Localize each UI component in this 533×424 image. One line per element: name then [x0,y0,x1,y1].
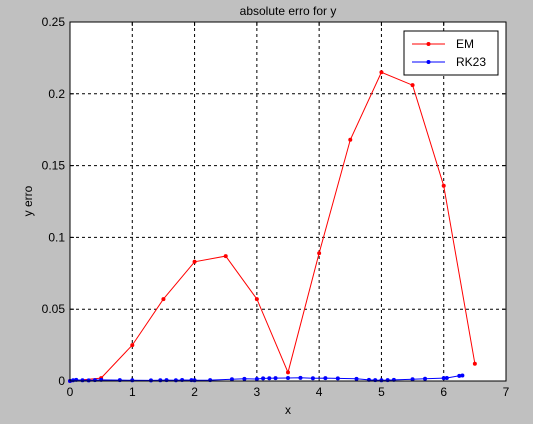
y-tick-label: 0.1 [48,230,65,244]
data-point-rk23 [130,378,135,383]
x-axis-label: x [285,403,291,417]
x-tick-label: 0 [67,385,74,399]
x-tick-label: 3 [254,385,261,399]
data-point-rk23 [460,373,465,378]
series-line-rk23 [69,375,463,382]
data-point-rk23 [457,373,462,378]
data-point-em [161,297,166,302]
y-tick-label: 0 [58,374,65,388]
data-point-rk23 [80,378,85,383]
y-tick-label: 0.25 [42,15,66,29]
data-point-rk23 [254,376,259,381]
series-layer [68,70,477,383]
x-tick-label: 4 [316,385,323,399]
data-point-em [223,254,228,259]
y-tick-labels: 0 0.05 0.1 0.15 0.2 0.25 [42,15,66,388]
legend-label-rk23: RK23 [456,55,486,69]
data-point-em [192,259,197,264]
y-axis-label: y erro [21,185,35,216]
legend: EM RK23 [403,30,499,76]
data-point-rk23 [423,376,428,381]
series-line-em [69,71,476,382]
y-tick-label: 0.2 [48,87,65,101]
legend-label-em: EM [456,37,474,51]
data-point-rk23 [148,378,153,383]
data-point-rk23 [444,375,449,380]
data-point-rk23 [373,378,378,383]
data-point-rk23 [310,376,315,381]
legend-marker-rk23 [426,60,431,64]
data-point-rk23 [273,376,278,381]
data-point-em [317,251,322,256]
data-point-rk23 [379,378,384,383]
y-tick-label: 0.05 [42,302,66,316]
plot-frame [69,21,507,382]
data-point-rk23 [410,377,415,382]
data-point-rk23 [385,378,390,383]
data-point-rk23 [323,376,328,381]
data-point-rk23 [208,378,213,383]
data-point-rk23 [335,376,340,381]
data-point-rk23 [117,378,122,383]
data-point-em [472,361,477,366]
data-point-rk23 [158,378,163,383]
data-point-rk23 [441,376,446,381]
plot-area [70,22,506,381]
x-tick-labels: 0 1 2 3 4 5 6 7 [67,385,510,399]
x-tick-label: 6 [440,385,447,399]
data-point-em [254,297,259,302]
data-point-rk23 [354,376,359,381]
y-tick-label: 0.15 [42,159,66,173]
x-tick-label: 5 [378,385,385,399]
data-point-rk23 [286,375,290,380]
x-tick-label: 2 [191,385,198,399]
data-point-rk23 [267,376,272,381]
legend-marker-em [426,42,431,46]
legend-box [403,30,499,76]
x-tick-label: 1 [129,385,136,399]
data-point-rk23 [298,375,303,380]
data-point-rk23 [92,378,97,383]
data-point-em [379,70,384,75]
data-point-em [286,370,290,375]
chart-title: absolute erro for y [240,4,337,18]
data-point-rk23 [261,376,266,381]
data-point-em [130,343,135,348]
data-point-rk23 [86,378,91,383]
data-point-rk23 [164,378,169,383]
data-point-rk23 [242,376,247,381]
data-point-em [441,183,446,188]
data-point-rk23 [229,377,234,382]
data-point-em [348,137,353,142]
data-point-rk23 [173,378,178,383]
grid-lines [70,22,506,381]
data-point-rk23 [192,378,197,383]
x-tick-label: 7 [503,385,510,399]
data-point-em [410,83,415,88]
